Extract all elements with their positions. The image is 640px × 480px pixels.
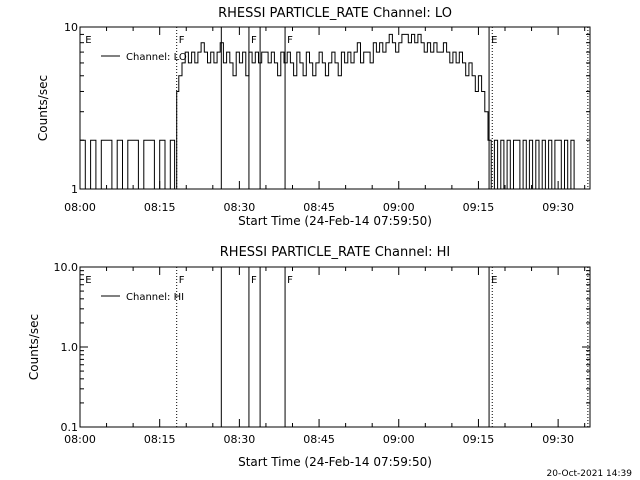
x-tick-label: 09:00 [383,433,415,446]
x-tick-label: 08:15 [144,201,176,214]
x-tick-label: 08:30 [224,433,256,446]
event-marker-label: F [179,35,185,46]
y-tick-label: 10.0 [54,261,79,274]
event-marker-label: F [179,275,185,286]
x-tick-label: 09:15 [463,201,495,214]
y-axis-label: Counts/sec [36,75,50,141]
event-marker-label: F [287,275,293,286]
x-tick-label: 08:30 [224,201,256,214]
x-tick-label: 08:00 [64,433,96,446]
event-marker-label: F [251,35,257,46]
chart-title: RHESSI PARTICLE_RATE Channel: LO [218,6,452,21]
y-tick-label: 0.1 [61,421,79,434]
event-marker-label: E [85,275,91,286]
event-marker-label: E [491,275,497,286]
event-marker-label: E [491,35,497,46]
plot-frame [79,26,591,190]
legend-label: Channel: HI [126,292,184,303]
x-tick-label: 08:45 [303,201,335,214]
x-tick-label: 09:00 [383,201,415,214]
event-marker-label: F [287,35,293,46]
x-tick-label: 09:30 [542,201,574,214]
x-tick-label: 09:30 [542,433,574,446]
y-tick-label: 1.0 [61,341,79,354]
x-axis-label: Start Time (24-Feb-14 07:59:50) [238,455,432,469]
footer-timestamp: 20-Oct-2021 14:39 [547,469,633,479]
x-axis-label: Start Time (24-Feb-14 07:59:50) [238,214,432,228]
chart-title: RHESSI PARTICLE_RATE Channel: HI [220,245,450,260]
x-tick-label: 08:45 [303,433,335,446]
hi-channel-panel: RHESSI PARTICLE_RATE Channel: HI 0.1 1.0 10… [27,245,591,469]
series-line [80,33,578,190]
y-tick-label: 1 [71,183,78,196]
x-tick-label: 08:15 [144,433,176,446]
legend-label: Channel: LO [126,52,187,63]
x-tick-label: 08:00 [64,201,96,214]
y-axis-label: Counts/sec [27,314,41,380]
event-marker-label: E [85,35,91,46]
y-tick-label: 10 [64,21,78,34]
lo-channel-panel: RHESSI PARTICLE_RATE Channel: LO 1 10 08:00… [36,6,591,228]
plot-frame [79,266,591,428]
event-marker-label: F [251,275,257,286]
x-tick-label: 09:15 [463,433,495,446]
